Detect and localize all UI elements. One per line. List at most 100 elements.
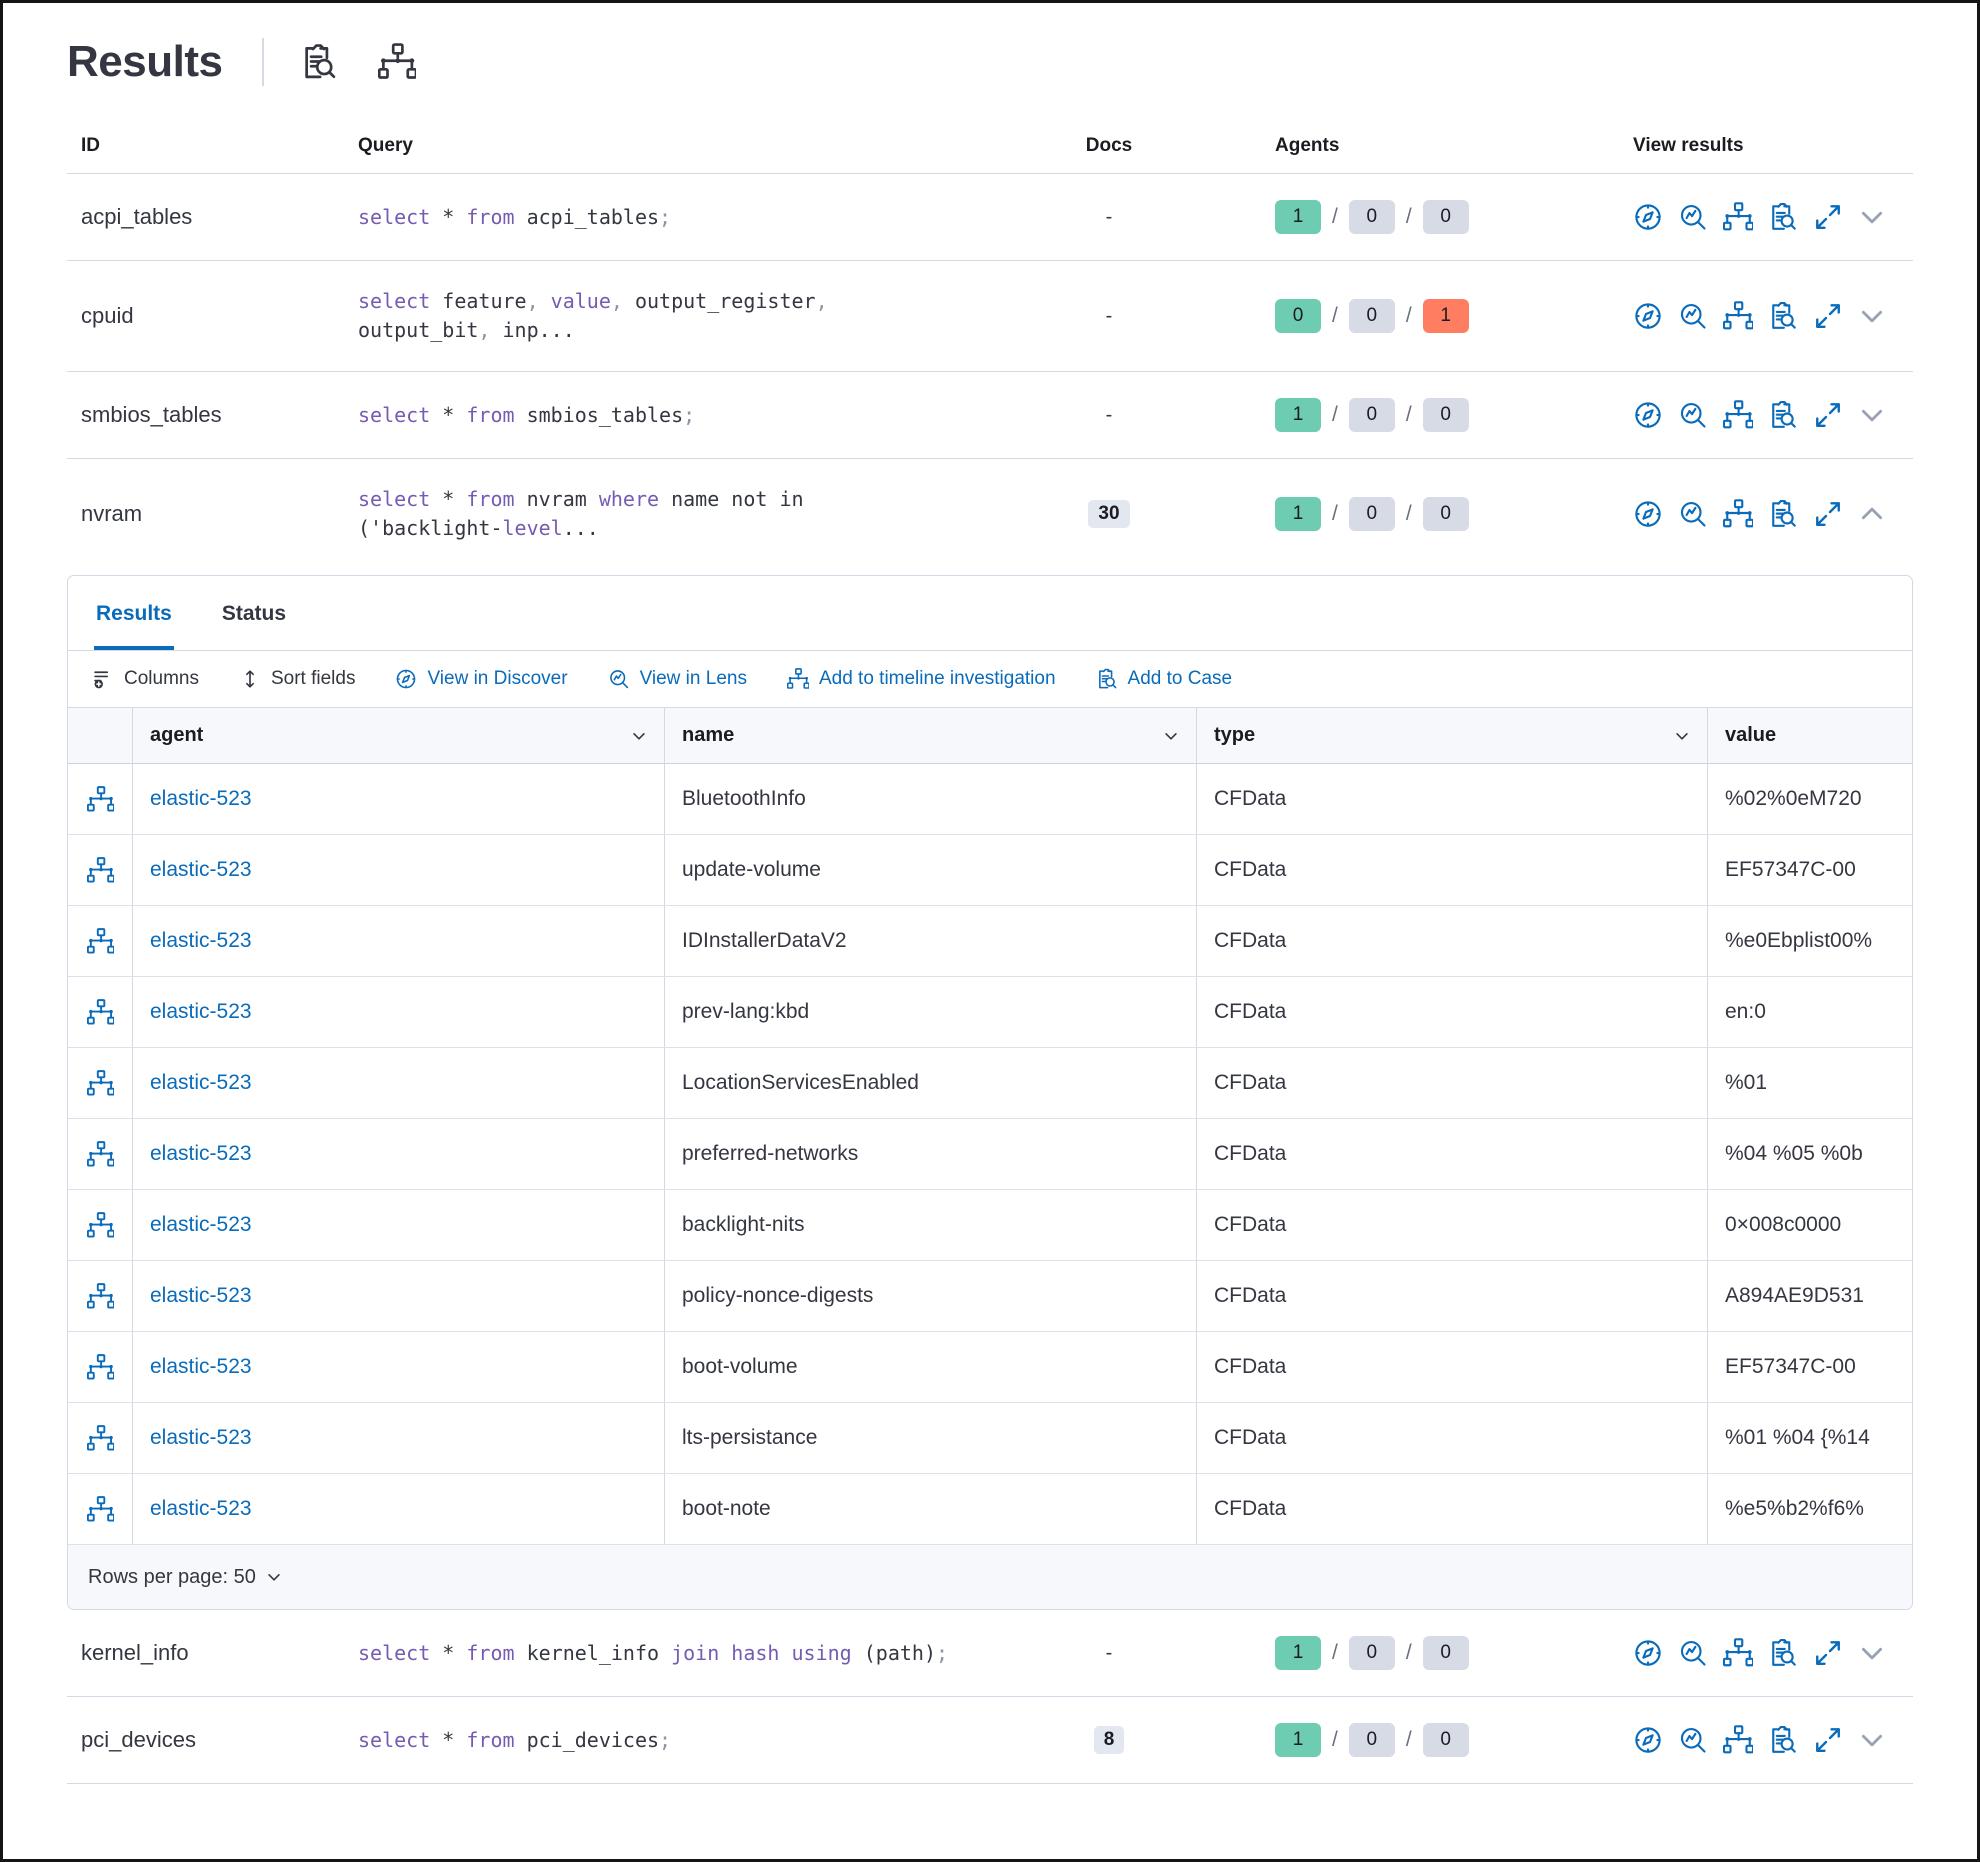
timeline-icon[interactable]	[86, 1140, 114, 1168]
view-in-discover-button[interactable]	[1633, 499, 1663, 529]
add-to-timeline-button[interactable]	[1723, 301, 1753, 331]
timeline-icon[interactable]	[86, 856, 114, 884]
timeline-icon[interactable]	[86, 1353, 114, 1381]
timeline-icon[interactable]	[86, 1069, 114, 1097]
agent-cell: elastic-523	[132, 1403, 664, 1473]
timeline-icon[interactable]	[378, 43, 417, 81]
view-in-discover-button[interactable]	[1633, 1638, 1663, 1668]
results-toolbar: Columns Sort fields View in Discover View i…	[68, 650, 1912, 707]
sort-fields-button[interactable]: Sort fields	[239, 668, 355, 690]
timeline-icon[interactable]	[86, 1495, 114, 1523]
type-cell: CFData	[1196, 906, 1707, 976]
add-to-case-button[interactable]	[1768, 1725, 1798, 1755]
agent-link[interactable]: elastic-523	[150, 1497, 252, 1520]
expand-results-button[interactable]	[1813, 400, 1843, 430]
columns-button[interactable]: Columns	[92, 668, 199, 690]
add-to-timeline-button[interactable]	[1723, 499, 1753, 529]
agent-link[interactable]: elastic-523	[150, 1284, 252, 1307]
agent-status-badge-neutral: 0	[1348, 1636, 1395, 1670]
docs-count: 30	[1049, 500, 1169, 528]
timeline-icon[interactable]	[86, 785, 114, 813]
badge-separator: /	[1332, 403, 1338, 426]
grid-column-label: agent	[150, 724, 204, 746]
add-to-case-button[interactable]: Add to Case	[1096, 668, 1232, 690]
timeline-icon[interactable]	[86, 998, 114, 1026]
timeline-icon[interactable]	[86, 1282, 114, 1310]
view-in-discover-button[interactable]	[1633, 1725, 1663, 1755]
query-sql: select * from acpi_tables;	[358, 204, 672, 229]
discover-icon	[395, 668, 417, 690]
agent-link[interactable]: elastic-523	[150, 787, 252, 810]
name-cell: lts-persistance	[664, 1403, 1196, 1473]
grid-header-spacer	[68, 708, 132, 763]
view-in-lens-button[interactable]	[1678, 1725, 1708, 1755]
add-to-case-button[interactable]	[1768, 499, 1798, 529]
docs-count: -	[1105, 304, 1113, 327]
add-to-timeline-button[interactable]	[1723, 1725, 1753, 1755]
grid-column-header-agent[interactable]: agent	[132, 708, 664, 763]
view-in-lens-button[interactable]: View in Lens	[608, 668, 747, 690]
inspect-icon[interactable]	[300, 43, 338, 81]
agent-link[interactable]: elastic-523	[150, 858, 252, 881]
col-header-view-results: View results	[1633, 135, 1744, 156]
add-to-case-button[interactable]	[1768, 301, 1798, 331]
view-in-lens-button[interactable]	[1678, 1638, 1708, 1668]
row-actions	[68, 1190, 132, 1260]
expand-results-button[interactable]	[1813, 1725, 1843, 1755]
expand-row-chevron-down-icon[interactable]	[1858, 401, 1886, 429]
badge-separator: /	[1405, 502, 1412, 525]
expand-row-chevron-down-icon[interactable]	[1858, 203, 1886, 231]
view-in-discover-button[interactable]	[1633, 202, 1663, 232]
timeline-icon[interactable]	[86, 1424, 114, 1452]
add-to-case-button[interactable]	[1768, 400, 1798, 430]
grid-column-header-value[interactable]: value	[1707, 708, 1912, 763]
add-to-case-button[interactable]	[1768, 202, 1798, 232]
agent-cell: elastic-523	[132, 1474, 664, 1544]
result-row: elastic-523 IDInstallerDataV2 CFData %e0Ebp…	[68, 906, 1912, 977]
expand-results-button[interactable]	[1813, 202, 1843, 232]
add-to-timeline-button[interactable]	[1723, 400, 1753, 430]
view-in-discover-button[interactable]: View in Discover	[395, 668, 568, 690]
add-to-timeline-button[interactable]	[1723, 1638, 1753, 1668]
agent-link[interactable]: elastic-523	[150, 1071, 252, 1094]
chevron-down-icon	[1674, 728, 1690, 744]
badge-separator: /	[1405, 304, 1412, 327]
grid-column-header-name[interactable]: name	[664, 708, 1196, 763]
name-cell: policy-nonce-digests	[664, 1261, 1196, 1331]
agent-status-badge-neutral: 0	[1348, 299, 1395, 333]
timeline-icon[interactable]	[86, 1211, 114, 1239]
view-in-lens-button[interactable]	[1678, 400, 1708, 430]
add-to-timeline-button[interactable]	[1723, 202, 1753, 232]
agent-link[interactable]: elastic-523	[150, 1213, 252, 1236]
collapse-row-chevron-up-icon[interactable]	[1858, 500, 1886, 528]
agent-link[interactable]: elastic-523	[150, 1355, 252, 1378]
expand-results-button[interactable]	[1813, 499, 1843, 529]
row-actions	[68, 764, 132, 834]
type-cell: CFData	[1196, 1403, 1707, 1473]
add-to-case-button[interactable]	[1768, 1638, 1798, 1668]
case-icon	[1096, 668, 1118, 690]
agent-link[interactable]: elastic-523	[150, 1142, 252, 1165]
agent-link[interactable]: elastic-523	[150, 1426, 252, 1449]
agent-link[interactable]: elastic-523	[150, 1000, 252, 1023]
view-in-discover-button[interactable]	[1633, 400, 1663, 430]
tab-status[interactable]: Status	[221, 602, 287, 625]
expand-row-chevron-down-icon[interactable]	[1858, 302, 1886, 330]
expand-results-button[interactable]	[1813, 1638, 1843, 1668]
agent-link[interactable]: elastic-523	[150, 929, 252, 952]
view-in-discover-button[interactable]	[1633, 301, 1663, 331]
view-in-lens-button[interactable]	[1678, 499, 1708, 529]
expand-results-button[interactable]	[1813, 301, 1843, 331]
grid-column-header-type[interactable]: type	[1196, 708, 1707, 763]
expanded-results-panel: Results Status Columns Sort fields View in…	[67, 575, 1913, 1610]
rows-per-page-control[interactable]: Rows per page: 50	[68, 1545, 1912, 1609]
expand-row-chevron-down-icon[interactable]	[1858, 1639, 1886, 1667]
view-in-lens-button[interactable]	[1678, 202, 1708, 232]
timeline-icon[interactable]	[86, 927, 114, 955]
tab-results[interactable]: Results	[94, 576, 174, 650]
type-cell: CFData	[1196, 1261, 1707, 1331]
result-row: elastic-523 lts-persistance CFData %01 %04 …	[68, 1403, 1912, 1474]
add-to-timeline-investigation-button[interactable]: Add to timeline investigation	[786, 668, 1056, 690]
view-in-lens-button[interactable]	[1678, 301, 1708, 331]
expand-row-chevron-down-icon[interactable]	[1858, 1726, 1886, 1754]
